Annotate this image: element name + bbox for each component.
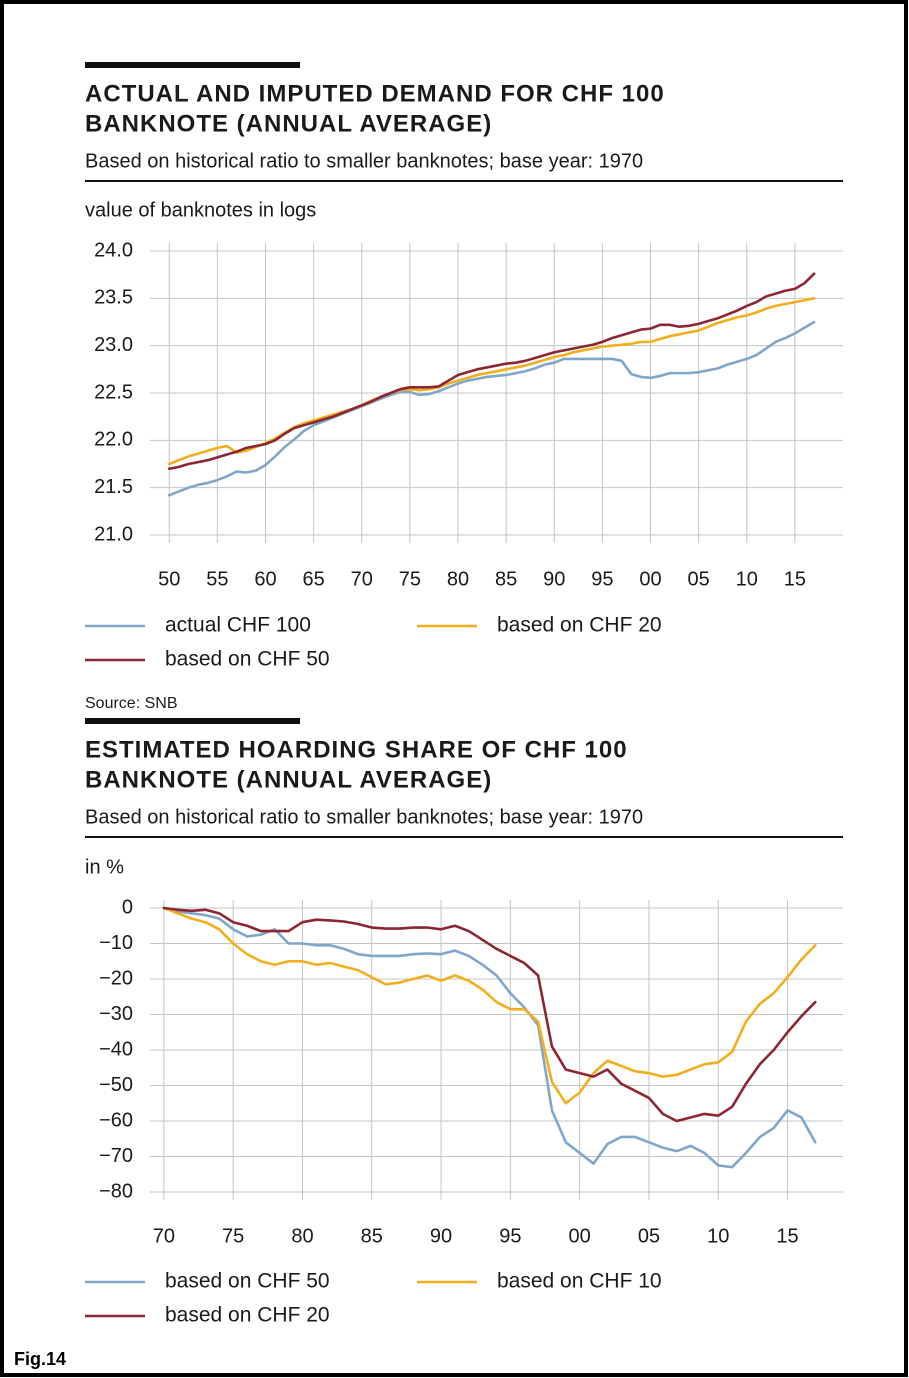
legend-label: based on CHF 50	[165, 648, 330, 671]
x-tick-label: 70	[351, 568, 373, 590]
x-tick-label: 00	[569, 1225, 591, 1247]
x-tick-label: 55	[206, 568, 228, 590]
legend-label: based on CHF 50	[165, 1270, 330, 1293]
x-tick-label: 65	[303, 568, 325, 590]
source: Source: SNB	[85, 695, 177, 712]
x-tick-label: 80	[291, 1225, 313, 1247]
y-tick-label: −40	[99, 1038, 133, 1060]
chart-subtitle: Based on historical ratio to smaller ban…	[85, 806, 643, 828]
x-tick-label: 00	[639, 568, 661, 590]
x-tick-label: 15	[776, 1225, 798, 1247]
series-line	[167, 272, 816, 471]
y-tick-label: 23.5	[94, 287, 133, 309]
chart-subtitle: Based on historical ratio to smaller ban…	[85, 150, 643, 172]
y-axis-label: value of banknotes in logs	[85, 199, 316, 221]
x-tick-label: 75	[399, 568, 421, 590]
y-tick-label: −60	[99, 1109, 133, 1131]
x-tick-label: 95	[499, 1225, 521, 1247]
x-tick-label: 90	[430, 1225, 452, 1247]
chart-title: ESTIMATED HOARDING SHARE OF CHF 100	[85, 736, 628, 763]
chart-title: BANKNOTE (ANNUAL AVERAGE)	[85, 766, 492, 793]
y-tick-label: −50	[99, 1074, 133, 1096]
chart-title: BANKNOTE (ANNUAL AVERAGE)	[85, 110, 492, 137]
series-line	[162, 906, 817, 1123]
legend-label: based on CHF 20	[165, 1304, 330, 1327]
x-tick-label: 05	[638, 1225, 660, 1247]
legend-label: based on CHF 10	[497, 1270, 662, 1293]
y-tick-label: 0	[122, 896, 133, 918]
x-tick-label: 60	[254, 568, 276, 590]
x-tick-label: 10	[707, 1225, 729, 1247]
y-tick-label: −80	[99, 1180, 133, 1202]
title-bar	[85, 718, 300, 724]
series-line	[167, 297, 816, 466]
series-line	[162, 906, 817, 1105]
legend-label: based on CHF 20	[497, 614, 662, 637]
legend-label: actual CHF 100	[165, 614, 311, 637]
x-tick-label: 85	[495, 568, 517, 590]
x-tick-label: 80	[447, 568, 469, 590]
x-tick-label: 05	[688, 568, 710, 590]
y-tick-label: −70	[99, 1145, 133, 1167]
y-tick-label: 22.0	[94, 429, 133, 451]
figure-label: Fig.14	[14, 1349, 66, 1369]
x-tick-label: 85	[361, 1225, 383, 1247]
y-tick-label: −10	[99, 932, 133, 954]
title-bar	[85, 62, 300, 68]
chart-title: ACTUAL AND IMPUTED DEMAND FOR CHF 100	[85, 80, 665, 107]
y-tick-label: −30	[99, 1003, 133, 1025]
x-tick-label: 75	[222, 1225, 244, 1247]
y-tick-label: 21.5	[94, 476, 133, 498]
x-tick-label: 90	[543, 568, 565, 590]
x-tick-label: 50	[158, 568, 180, 590]
y-tick-label: 23.0	[94, 334, 133, 356]
y-tick-label: −20	[99, 967, 133, 989]
y-tick-label: 21.0	[94, 523, 133, 545]
y-axis-label: in %	[85, 856, 124, 878]
x-tick-label: 15	[784, 568, 806, 590]
y-tick-label: 22.5	[94, 381, 133, 403]
x-tick-label: 95	[591, 568, 613, 590]
x-tick-label: 70	[153, 1225, 175, 1247]
x-tick-label: 10	[736, 568, 758, 590]
y-tick-label: 24.0	[94, 239, 133, 261]
series-line	[162, 906, 817, 1169]
series-line	[167, 320, 816, 497]
